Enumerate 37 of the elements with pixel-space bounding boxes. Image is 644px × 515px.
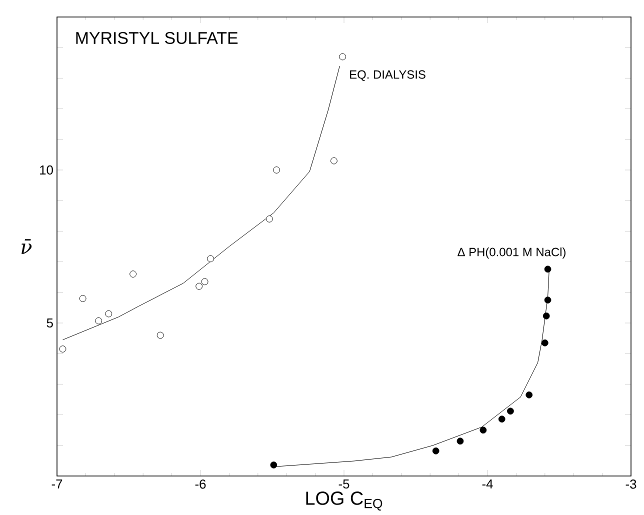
y-tick-label: 5 <box>46 318 53 328</box>
point <box>542 312 550 320</box>
point <box>196 282 203 290</box>
point <box>130 270 136 278</box>
point <box>432 447 440 454</box>
x-tick-label: -7 <box>52 480 62 488</box>
point <box>270 462 278 468</box>
point <box>507 408 514 415</box>
text: MYRISTYL SULFATE <box>76 32 238 44</box>
point <box>59 346 66 352</box>
y-axis-title: ν̄ <box>22 239 32 254</box>
point <box>498 416 506 423</box>
point <box>201 278 208 286</box>
point <box>273 166 280 174</box>
point <box>79 295 86 302</box>
point <box>544 266 552 273</box>
point <box>156 332 164 339</box>
series-label: EQ. DIALYSIS <box>350 70 426 81</box>
point <box>480 426 487 434</box>
y-tick-label: 10 <box>40 165 53 175</box>
point <box>541 339 548 346</box>
x-tick-label: -5 <box>338 480 350 489</box>
line-series <box>62 66 340 340</box>
point <box>526 391 533 398</box>
point <box>330 157 338 164</box>
point <box>95 317 102 324</box>
point <box>339 53 346 60</box>
x-tick-label: -3 <box>626 480 636 489</box>
x-tick-label: -6 <box>195 480 206 489</box>
series-label: Δ PH(0.001 M NaCl) <box>458 247 566 259</box>
point <box>105 310 112 318</box>
point <box>207 255 214 262</box>
point <box>544 296 552 304</box>
point <box>266 216 273 222</box>
point <box>456 438 464 445</box>
x-tick-label: -4 <box>482 480 493 488</box>
x-axis-title: LOG C$_{EQ}$ <box>306 492 382 511</box>
